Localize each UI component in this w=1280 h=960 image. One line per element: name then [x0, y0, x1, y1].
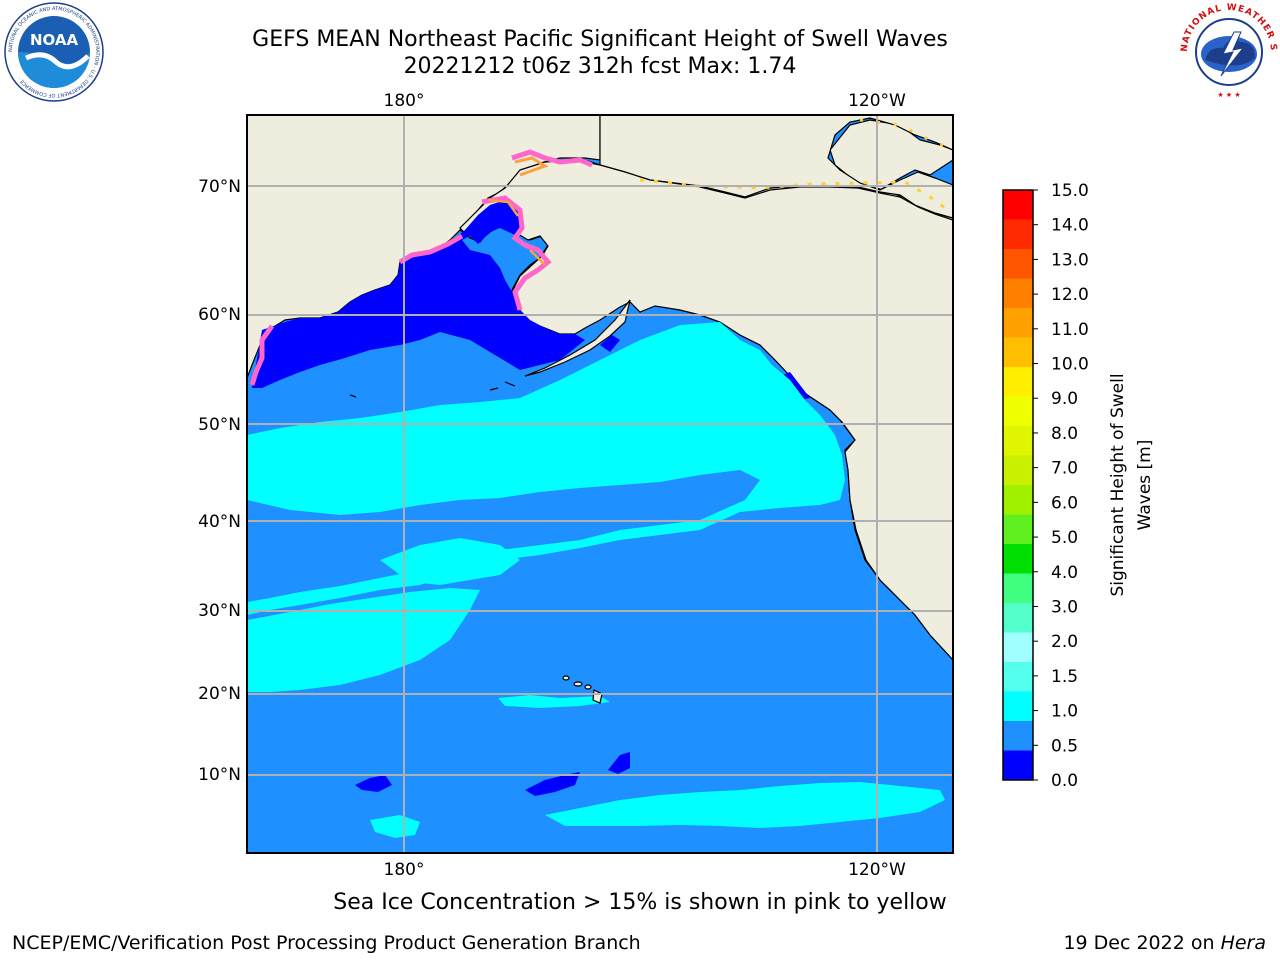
noaa-logo: NOAA NATIONAL OCEANIC AND ATMOSPHERIC AD…	[4, 2, 104, 102]
lat-label-10n: 10°N	[198, 765, 241, 785]
colorbar-swatch	[1003, 573, 1033, 604]
sea-ice-caption: Sea Ice Concentration > 15% is shown in …	[333, 890, 947, 915]
lat-label-20n: 20°N	[198, 684, 241, 704]
land-arctic-strip	[599, 115, 953, 219]
colorbar-tick-label: 8.0	[1051, 424, 1078, 444]
colorbar-tick-label: 5.0	[1051, 528, 1078, 548]
colorbar-swatch	[1003, 367, 1033, 397]
colorbar-tick-label: 0.0	[1051, 771, 1078, 791]
colorbar-tick-label: 7.0	[1051, 459, 1078, 479]
colorbar-swatch	[1003, 455, 1033, 486]
colorbar-swatch	[1003, 308, 1033, 338]
footer-date: 19 Dec 2022 on Hera	[1063, 932, 1266, 954]
colorbar-tick-label: 6.0	[1051, 493, 1078, 513]
noaa-logo-text: NOAA	[30, 31, 79, 49]
swell-band-north-notch	[247, 470, 760, 602]
bering-low-swell	[252, 200, 585, 388]
swell-band-south	[545, 782, 945, 828]
colorbar-tick-label: 12.0	[1051, 285, 1089, 305]
colorbar-tick-label: 1.0	[1051, 702, 1078, 722]
low-patch-2	[355, 775, 392, 792]
colorbar-swatch	[1003, 750, 1033, 781]
land-alaska-peninsula	[524, 299, 631, 377]
colorbar-tick-label: 15.0	[1051, 181, 1089, 201]
colorbar-label-line1: Significant Height of Swell	[1108, 373, 1128, 596]
colorbar-tick-label: 3.0	[1051, 597, 1078, 617]
colorbar-swatch	[1003, 337, 1033, 368]
colorbar-tick-label: 9.0	[1051, 389, 1078, 409]
colorbar-label-line2: Waves [m]	[1135, 440, 1155, 531]
colorbar-swatch	[1003, 632, 1033, 663]
lon-label-top-120w: 120°W	[848, 91, 906, 111]
chart-title: GEFS MEAN Northeast Pacific Significant …	[252, 27, 948, 52]
footer-machine: Hera	[1220, 932, 1266, 954]
svg-text:★ ★ ★: ★ ★ ★	[1217, 91, 1240, 99]
colorbar-frame	[1002, 189, 1034, 781]
nws-logo: NATIONAL WEATHER SERVICE ★ ★ ★	[1179, 2, 1277, 100]
colorbar-tick-label: 10.0	[1051, 355, 1089, 375]
colorbar-ticks: 15.0 14.0 13.0 12.0 11.0 10.0 9.0 8.0 7.0 6.0 5.0 4…	[1033, 181, 1089, 791]
colorbar-swatch	[1003, 219, 1033, 250]
colorbar-tick-label: 0.5	[1051, 736, 1078, 756]
swell-band-mid	[247, 588, 480, 692]
low-patch-3	[608, 752, 630, 774]
colorbar-swatch	[1003, 603, 1033, 633]
sea-ice-west	[249, 233, 464, 386]
land-aleutians	[349, 381, 516, 398]
colorbar-swatch	[1003, 249, 1033, 279]
colorbar	[1002, 189, 1034, 781]
swell-patch-sw	[370, 815, 420, 838]
lat-label-40n: 40°N	[198, 512, 241, 532]
colorbar-swatch	[1003, 426, 1033, 456]
map-frame	[246, 114, 954, 854]
sea-ice-chukchi-inner	[514, 156, 549, 177]
low-patch-1	[525, 772, 580, 796]
sea-ice-chukchi	[511, 149, 593, 168]
sea-ice-bering	[481, 195, 552, 311]
colorbar-tick-label: 2.0	[1051, 632, 1078, 652]
lat-label-30n: 30°N	[198, 601, 241, 621]
lat-label-60n: 60°N	[198, 305, 241, 325]
colorbar-tick-label: 14.0	[1051, 216, 1089, 236]
colorbar-tick-label: 13.0	[1051, 250, 1089, 270]
lon-label-bottom-120w: 120°W	[848, 860, 906, 880]
colorbar-tick-label: 11.0	[1051, 320, 1089, 340]
lat-label-50n: 50°N	[198, 415, 241, 435]
colorbar-tick-label: 4.0	[1051, 563, 1078, 583]
colorbar-swatch	[1003, 485, 1033, 515]
map-graticule	[247, 115, 953, 853]
sea-ice-bering-2	[487, 198, 546, 266]
colorbar-swatch	[1003, 514, 1033, 545]
lon-label-bottom-180: 180°	[384, 860, 425, 880]
swell-patches-mid	[380, 538, 520, 585]
lat-label-70n: 70°N	[198, 177, 241, 197]
colorbar-swatch	[1003, 691, 1033, 722]
swell-patch-hawaii	[498, 695, 610, 708]
colorbar-swatch	[1003, 278, 1033, 309]
gulf-patch2	[600, 335, 620, 352]
colorbar-swatch	[1003, 721, 1033, 751]
footer-date-text: 19 Dec 2022 on	[1063, 932, 1221, 954]
lon-label-top-180: 180°	[384, 91, 425, 111]
colorbar-swatch	[1003, 396, 1033, 427]
footer-credit: NCEP/EMC/Verification Post Processing Pr…	[12, 932, 641, 954]
colorbar-swatch	[1003, 190, 1033, 220]
colorbar-swatch	[1003, 544, 1033, 574]
colorbar-swatch	[1003, 662, 1033, 692]
chart-subtitle: 20221212 t06z 312h fcst Max: 1.74	[403, 54, 797, 79]
colorbar-tick-label: 1.5	[1051, 667, 1078, 687]
